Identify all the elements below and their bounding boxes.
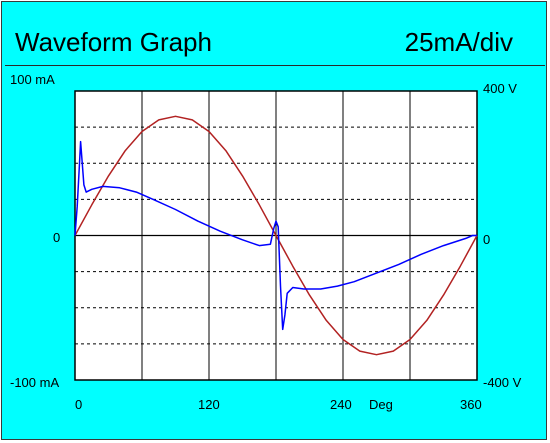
y-right-tick-bottom: -400 V [483, 375, 522, 390]
y-right-tick-top: 400 V [483, 81, 517, 96]
page-title: Waveform Graph [15, 27, 212, 57]
x-tick-240: 240 [330, 397, 352, 412]
x-tick-120: 120 [198, 397, 220, 412]
current-series-line [74, 140, 477, 331]
waveform-chart: 100 mA 0 -100 mA 400 V 0 -400 V 0 120 24… [10, 72, 522, 412]
y-right-tick-zero: 0 [483, 232, 490, 247]
y-left-tick-top: 100 mA [10, 72, 55, 87]
x-tick-360: 360 [460, 397, 482, 412]
header-bar: Waveform Graph 25mA/div [5, 5, 545, 66]
scale-readout: 25mA/div [404, 27, 513, 57]
grid [75, 91, 477, 380]
x-axis-unit: Deg [369, 397, 393, 412]
y-left-tick-zero: 0 [53, 230, 60, 245]
voltage-series-line [74, 115, 478, 356]
series-layer [74, 115, 478, 356]
x-tick-0: 0 [75, 397, 82, 412]
y-left-tick-bottom: -100 mA [10, 375, 59, 390]
